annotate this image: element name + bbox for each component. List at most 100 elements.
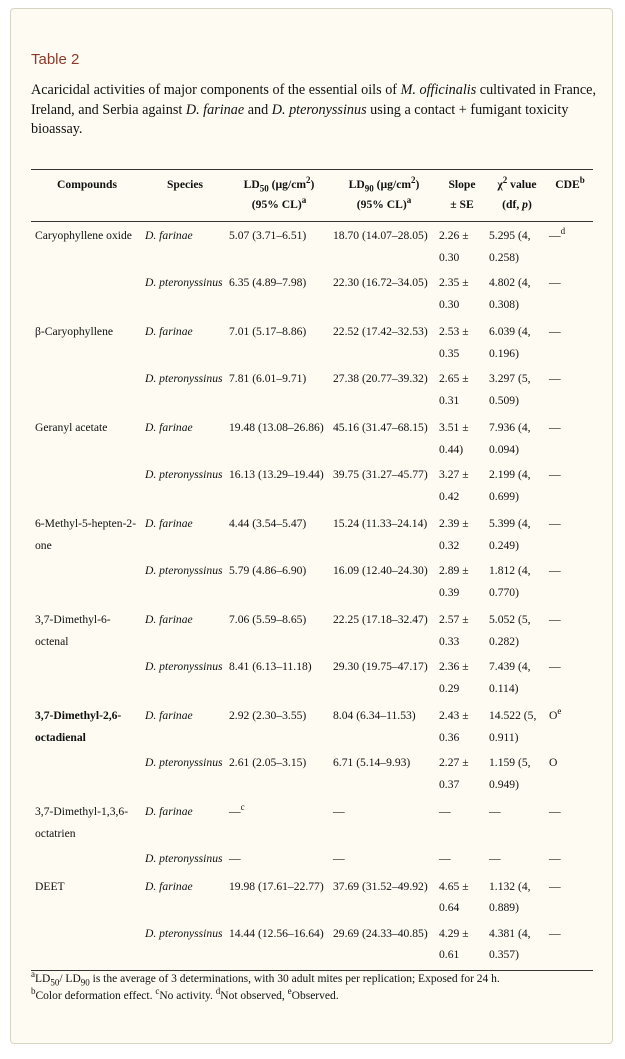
cell-slope: 2.65 ± 0.31 [439, 372, 469, 407]
cell-compound: 3,7-Dimethyl-2,6-octadienal [35, 709, 122, 744]
table-header-row: Compounds Species LD50 (µg/cm2) (95% CL)a… [31, 169, 593, 222]
cell-species: D. farinae [145, 879, 193, 893]
cell-compound: 6-Methyl-5-hepten-2-one [35, 517, 137, 552]
cell-compound: β-Caryophyllene [35, 325, 114, 338]
cell-ld90: 22.25 (17.18–32.47) [333, 613, 428, 626]
cell-chi-square: — [489, 805, 501, 818]
cell-ld90: 45.16 (31.47–68.15) [333, 421, 428, 434]
table-row: D. pteronyssinus 8.41 (6.13–11.18) 29.30 (… [31, 655, 593, 702]
table-footnotes: aLD50/ LD90 is the average of 3 determin… [31, 969, 601, 1005]
cell-ld90: 29.69 (24.33–40.85) [331, 921, 437, 971]
cell-ld90: 16.09 (12.40–24.30) [333, 564, 428, 577]
cell-species: D. farinae [145, 517, 193, 530]
cell-ld90: 27.38 (20.77–39.32) [333, 372, 428, 385]
cell-ld50: 2.92 (2.30–3.55) [229, 709, 307, 722]
cell-chi-square: 4.802 (4, 0.308) [489, 276, 531, 311]
header-cde: CDEb [547, 169, 593, 222]
table-row: β-Caryophyllene D. farinae 7.01 (5.17–8.86… [31, 318, 593, 367]
cell-cde: — [549, 276, 561, 289]
cell-ld90: 22.52 (17.42–32.53) [333, 325, 428, 338]
cell-cde: — [549, 805, 561, 818]
cell-compound [31, 559, 143, 606]
cell-ld90: 37.69 (31.52–49.92) [333, 879, 428, 893]
cell-chi-square: 4.381 (4, 0.357) [487, 921, 547, 971]
cell-cde: O [549, 756, 558, 769]
cell-cde: — [549, 421, 561, 434]
table-label: Table 2 [31, 51, 80, 68]
cell-cde: — [549, 468, 561, 481]
cell-chi-square: 1.132 (4, 0.889) [489, 879, 531, 915]
cell-compound [31, 655, 143, 702]
cell-chi-square: 1.159 (5, 0.949) [489, 756, 531, 791]
table-row: D. pteronyssinus 2.61 (2.05–3.15) 6.71 (5.… [31, 751, 593, 798]
table-panel: Table 2 Acaricidal activities of major c… [10, 8, 613, 1044]
cell-compound [31, 271, 143, 318]
cell-slope: 3.27 ± 0.42 [439, 468, 469, 503]
cell-compound: 3,7-Dimethyl-1,3,6-octatrien [35, 805, 129, 840]
header-compounds: Compounds [31, 169, 143, 222]
cell-species: D. farinae [145, 421, 193, 434]
table-row: 6-Methyl-5-hepten-2-one D. farinae 4.44 (3… [31, 510, 593, 559]
cell-ld50: 8.41 (6.13–11.18) [229, 660, 312, 673]
cell-species: D. farinae [145, 229, 193, 242]
caption-plant-species: M. officinalis [400, 82, 477, 98]
table-row: D. pteronyssinus 5.79 (4.86–6.90) 16.09 (1… [31, 559, 593, 606]
header-species: Species [143, 169, 227, 222]
caption-text-1: Acaricidal activities of major component… [31, 82, 401, 98]
header-ld90: LD90 (µg/cm2) (95% CL)a [331, 169, 437, 222]
cell-chi-square: 6.039 (4, 0.196) [489, 325, 531, 360]
table-row: 3,7-Dimethyl-2,6-octadienal D. farinae 2.9… [31, 702, 593, 751]
table-row: Geranyl acetate D. farinae 19.48 (13.08–26… [31, 414, 593, 463]
cell-cde: Oe [549, 706, 562, 722]
cell-slope: 2.35 ± 0.30 [439, 276, 469, 311]
table-row: Caryophyllene oxide D. farinae 5.07 (3.71–… [31, 222, 593, 272]
cell-ld90: 22.30 (16.72–34.05) [333, 276, 428, 289]
cell-compound: DEET [35, 879, 65, 893]
table-row: 3,7-Dimethyl-6-octenal D. farinae 7.06 (5.… [31, 606, 593, 655]
cell-chi-square: 3.297 (5, 0.509) [489, 372, 531, 407]
cell-ld50: —c [229, 802, 245, 818]
caption-text-2: cultivated in France, Ireland, and Serbi… [31, 82, 596, 118]
footnote-b-to-e: bColor deformation effect. cNo activity.… [31, 986, 339, 1002]
cell-compound [31, 367, 143, 414]
cell-cde: — [549, 879, 561, 893]
cell-chi-square: 7.439 (4, 0.114) [489, 660, 531, 695]
table-row: D. pteronyssinus 7.81 (6.01–9.71) 27.38 (2… [31, 367, 593, 414]
table-row: D. pteronyssinus 16.13 (13.29–19.44) 39.75… [31, 463, 593, 510]
footnote-a: aLD50/ LD90 is the average of 3 determin… [31, 969, 500, 988]
cell-chi-square: 5.052 (5, 0.282) [489, 613, 531, 648]
cell-ld90: 15.24 (11.33–24.14) [333, 517, 428, 530]
cell-cde: — [549, 325, 561, 338]
table-row: 3,7-Dimethyl-1,3,6-octatrien D. farinae —c… [31, 798, 593, 847]
cell-slope: 2.26 ± 0.30 [439, 229, 469, 264]
cell-species: D. farinae [145, 325, 193, 338]
cell-chi-square: 5.399 (4, 0.249) [489, 517, 531, 552]
caption-text-4: using a contact + fumigant toxicity bioa… [31, 101, 569, 138]
cell-ld90: 39.75 (31.27–45.77) [333, 468, 428, 481]
cell-ld50: 7.81 (6.01–9.71) [229, 372, 307, 385]
caption-mite-1: D. farinae [185, 101, 245, 118]
cell-compound: Caryophyllene oxide [35, 229, 132, 242]
table-row: D. pteronyssinus — — — — — [31, 847, 593, 873]
cell-ld50: 6.35 (4.89–7.98) [229, 276, 307, 289]
caption-mite-2: D. pteronyssinus [271, 101, 367, 118]
cell-chi-square: 1.812 (4, 0.770) [489, 564, 531, 599]
cell-compound [31, 751, 143, 798]
cell-ld50: 2.61 (2.05–3.15) [229, 756, 307, 769]
cell-compound: Geranyl acetate [35, 421, 108, 434]
cell-ld50: 5.79 (4.86–6.90) [229, 564, 307, 577]
cell-ld50: 19.48 (13.08–26.86) [229, 421, 324, 434]
header-chi-square: χ2 value (df, p) [487, 169, 547, 222]
cell-species: D. farinae [145, 805, 193, 818]
table-row: D. pteronyssinus 6.35 (4.89–7.98) 22.30 (1… [31, 271, 593, 318]
table-row: DEET D. farinae 19.98 (17.61–22.77) 37.69 (… [31, 873, 593, 922]
cell-cde: — [547, 921, 593, 971]
cell-compound: 3,7-Dimethyl-6-octenal [35, 613, 111, 648]
cell-slope: 2.57 ± 0.33 [439, 613, 469, 648]
cell-compound [31, 463, 143, 510]
cell-species: D. pteronyssinus [145, 468, 223, 481]
cell-ld50: 5.07 (3.71–6.51) [229, 229, 307, 242]
cell-ld50: 7.01 (5.17–8.86) [229, 325, 307, 338]
cell-ld50: — [229, 852, 241, 865]
cell-ld50: 16.13 (13.29–19.44) [229, 468, 324, 481]
